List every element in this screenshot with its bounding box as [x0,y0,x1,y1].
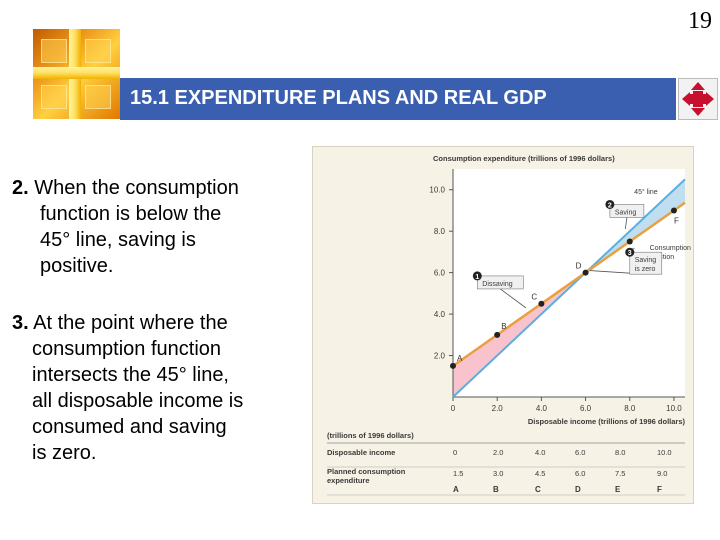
y-tick-label: 8.0 [434,227,446,236]
table-cell: 9.0 [657,469,667,478]
consumption-chart: 0 2.0 4.0 6.0 8.0 10.0 2.0 4.0 6.0 8.0 10.0 Consump… [327,154,691,496]
bullet-3: 3. At the point where the consumption fu… [12,310,243,466]
x-tick-label: 6.0 [580,404,592,413]
y-axis-title: Consumption expenditure (trillions of 19… [433,154,615,163]
point-label: C [531,293,537,302]
table-cell: 1.5 [453,469,463,478]
saving-zero-annotation-text: Saving [635,257,657,264]
data-point [670,207,677,214]
table-row-label: Planned consumption [327,467,406,476]
data-point [494,331,501,338]
x-tick-label: 4.0 [536,404,548,413]
x-tick-label: 10.0 [666,404,682,413]
x-axis-title: Disposable income (trillions of 1996 dol… [528,417,686,426]
table-row-label: Disposable income [327,448,395,457]
consumption-figure: 0 2.0 4.0 6.0 8.0 10.0 2.0 4.0 6.0 8.0 10.0 Consump… [312,146,694,504]
data-point [626,238,633,245]
y-tick-label: 4.0 [434,310,446,319]
x-tick-label: 2.0 [492,404,504,413]
y-tick-label: 2.0 [434,352,446,361]
title-bar: 15.1 EXPENDITURE PLANS AND REAL GDP [120,78,676,120]
point-label: B [501,322,506,331]
bullet-line: all disposable income is [32,390,244,412]
bullet-line: When the consumption [34,177,239,199]
x-tick-label: 8.0 [624,404,636,413]
bullet-2: 2. When the consumption function is belo… [12,175,239,279]
table-footer-label: D [575,485,581,494]
saving-annotation-text: Saving [615,209,637,216]
bullet-line: consumed and saving [32,416,227,438]
table-cell: 4.0 [535,448,545,457]
consumption-function-label: Consumption [650,245,691,252]
table-cell: 6.0 [575,469,585,478]
logo [33,29,120,119]
table-cell: 8.0 [615,448,625,457]
forty-five-degree-line [452,178,686,398]
point-label: F [674,216,679,225]
table-unit-label: (trillions of 1996 dollars) [327,431,414,440]
bullet-number: 3. [12,312,29,334]
four-arrows-icon[interactable] [678,78,718,120]
bullet-line: positive. [40,255,114,277]
saving-zero-annotation-number: 3 [628,250,632,257]
saving-annotation-box [609,204,645,218]
table-cell: 10.0 [657,448,672,457]
dissaving-annotation-text: Dissaving [482,281,512,288]
table-row-label: expenditure [327,476,370,485]
saving-zero-annotation-text: is zero [635,266,656,273]
saving-zero-annotation-box [629,251,663,275]
table-footer-label: F [657,485,662,494]
bullet-line: At the point where the [33,312,228,334]
data-point [450,362,456,369]
annotation-leader [624,217,628,230]
table-cell: 6.0 [575,448,585,457]
table-cell: 2.0 [493,448,503,457]
table-cell: 4.5 [535,469,545,478]
bullet-line: function is below the [40,203,222,225]
data-point [538,300,545,307]
point-label: D [576,262,582,271]
y-tick-label: 6.0 [434,269,446,278]
y-tick-label: 10.0 [429,186,445,195]
x-tick-label: 0 [451,404,456,413]
point-label: A [457,354,463,363]
saving-annotation-number-marker [605,199,615,209]
annotation-leader [500,288,527,309]
saving-annotation-number: 2 [608,202,612,209]
table-cell: 7.5 [615,469,625,478]
consumption-function-line [452,201,686,367]
table-footer-label: A [453,485,459,494]
saving-zero-annotation-number-marker [625,247,635,257]
table-footer-label: C [535,485,541,494]
bullet-number: 2. [12,177,29,199]
bullet-line: consumption function [32,338,222,360]
table-cell: 3.0 [493,469,503,478]
bullet-line: intersects the 45° line, [32,364,229,386]
table-footer-label: E [615,485,621,494]
bullet-line: is zero. [32,442,97,464]
table-cell: 0 [453,448,457,457]
dissaving-annotation-number-marker [472,271,482,281]
dissaving-annotation-box [477,275,524,290]
bullet-line: 45° line, saving is [40,229,196,251]
data-point [582,269,589,276]
page-title: 15.1 EXPENDITURE PLANS AND REAL GDP [130,87,547,109]
page-number: 19 [688,8,712,34]
dissaving-annotation-number: 1 [475,274,479,281]
table-footer-label: B [493,485,499,494]
forty-five-line-label: 45° line [634,188,658,196]
